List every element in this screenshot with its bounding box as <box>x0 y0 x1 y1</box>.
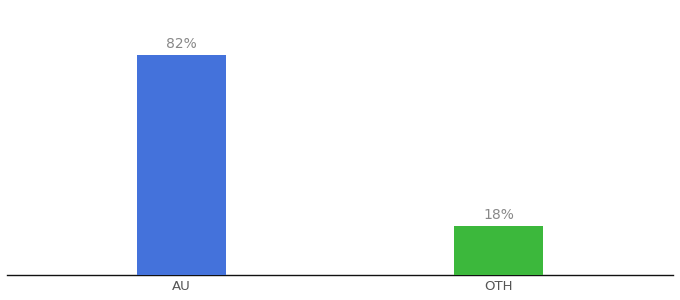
Text: 18%: 18% <box>483 208 514 222</box>
Bar <box>454 226 543 274</box>
Text: 82%: 82% <box>166 37 197 51</box>
Bar <box>137 55 226 275</box>
